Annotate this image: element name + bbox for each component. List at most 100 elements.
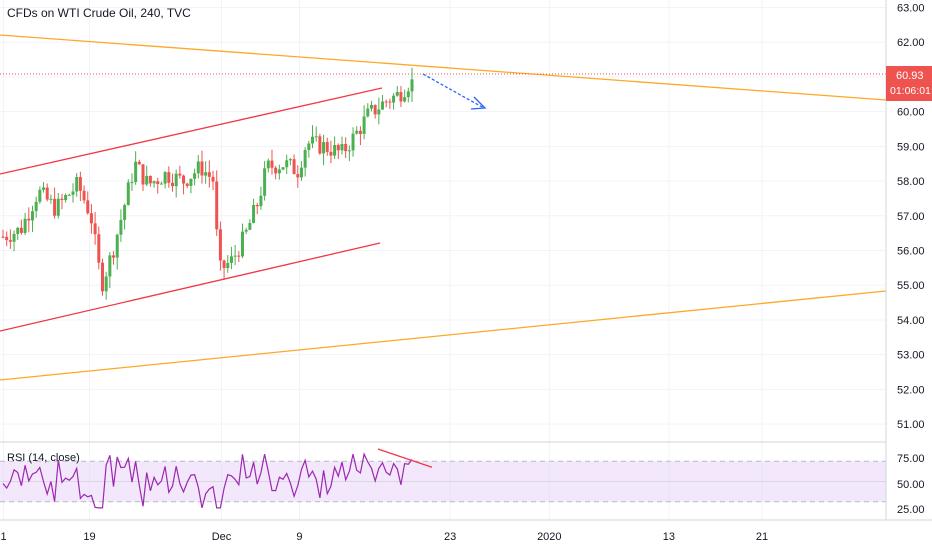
price-tick-label: 60.00 [897, 107, 925, 119]
candle-body [252, 205, 256, 223]
candle-body [8, 240, 12, 242]
candle-body [53, 198, 57, 216]
candle-body [241, 231, 245, 257]
candle-body [222, 260, 226, 269]
candle-body [325, 141, 329, 152]
bar-countdown: 01:06:01 [890, 85, 931, 97]
forecast-arrow[interactable] [422, 73, 485, 109]
price-tick-label: 51.00 [897, 419, 925, 431]
trend-lines [0, 34, 887, 381]
candle-body [189, 178, 193, 186]
candle-body [156, 181, 160, 184]
channel-upper-line[interactable] [0, 87, 383, 175]
last-price-badge: 60.93 01:06:01 [886, 66, 932, 101]
candle-body [67, 194, 71, 196]
candle-body [369, 104, 373, 109]
candle-body [42, 187, 46, 190]
candle-body [329, 151, 333, 156]
time-tick-label: 2020 [537, 531, 561, 543]
candle-body [115, 234, 119, 258]
candle-body [336, 144, 340, 151]
candle-body [237, 255, 241, 257]
candle-body [215, 181, 219, 230]
triangle-upper-line[interactable] [0, 34, 887, 101]
candle-body [178, 173, 182, 176]
time-tick-label: 23 [444, 531, 456, 543]
candle-body [130, 182, 134, 184]
candle-body [86, 200, 90, 214]
price-tick-label: 53.00 [897, 350, 925, 362]
rsi-band [0, 461, 886, 502]
candle-body [248, 222, 252, 230]
candle-body [377, 109, 381, 115]
pane-divider[interactable] [0, 441, 932, 521]
price-tick-label: 55.00 [897, 280, 925, 292]
candle-body [174, 173, 178, 187]
candle-body [134, 161, 138, 183]
candle-body [340, 144, 344, 151]
rsi-tick-50: 50.00 [897, 479, 925, 491]
candle-body [285, 160, 289, 168]
candle-body [322, 141, 326, 154]
candle-body [170, 182, 174, 187]
candle-body [185, 183, 189, 186]
candle-body [141, 164, 145, 185]
triangle-lower-line[interactable] [0, 290, 887, 381]
candle-body [89, 213, 93, 224]
candle-body [263, 168, 267, 196]
candle-body [255, 205, 259, 207]
candle-body [344, 144, 348, 152]
candle-body [233, 255, 237, 257]
candle-body [12, 233, 16, 242]
time-tick-label: 21 [756, 531, 768, 543]
candle-body [406, 91, 410, 98]
candle-body [281, 167, 285, 170]
candle-body [123, 205, 127, 220]
candle-body [307, 143, 311, 150]
candle-body [119, 219, 123, 235]
candle-body [381, 101, 385, 110]
candle-body [16, 227, 20, 234]
time-tick-label: 9 [296, 531, 302, 543]
candle-body [362, 116, 366, 134]
candle-body [274, 167, 278, 174]
candle-body [311, 136, 315, 144]
rsi-label: RSI (14, close) [7, 452, 80, 464]
rsi-pane [0, 448, 886, 509]
candle-body [71, 191, 75, 195]
candle-body [27, 218, 31, 221]
candle-body [152, 181, 156, 184]
candle-body [163, 172, 167, 184]
candle-body [351, 133, 355, 151]
time-axis[interactable]: 1 19 Dec 9 23 2020 13 21 [0, 531, 768, 543]
candle-body [296, 174, 300, 178]
rsi-tick-25: 25.00 [897, 504, 925, 516]
candle-body [167, 172, 171, 183]
candle-body [259, 195, 263, 207]
candle-body [104, 276, 108, 292]
channel-lower-line[interactable] [0, 242, 381, 332]
candles [1, 67, 414, 300]
candle-body [60, 198, 64, 201]
candle-body [75, 177, 79, 192]
candle-body [100, 262, 104, 292]
candle-body [403, 97, 407, 102]
candle-body [270, 160, 274, 168]
candle-body [292, 159, 296, 175]
price-tick-label: 52.00 [897, 384, 925, 396]
candle-body [218, 229, 222, 261]
candle-body [38, 189, 42, 202]
candle-body [126, 182, 130, 206]
candle-body [112, 255, 116, 258]
rsi-divergence-line[interactable] [377, 448, 433, 468]
candle-body [204, 172, 208, 176]
candle-body [355, 130, 359, 134]
candle-body [78, 177, 82, 191]
candle-body [34, 201, 38, 212]
candle-body [56, 198, 60, 216]
candle-body [45, 187, 49, 200]
candle-body [314, 136, 318, 138]
price-tick-label: 62.00 [897, 37, 925, 49]
